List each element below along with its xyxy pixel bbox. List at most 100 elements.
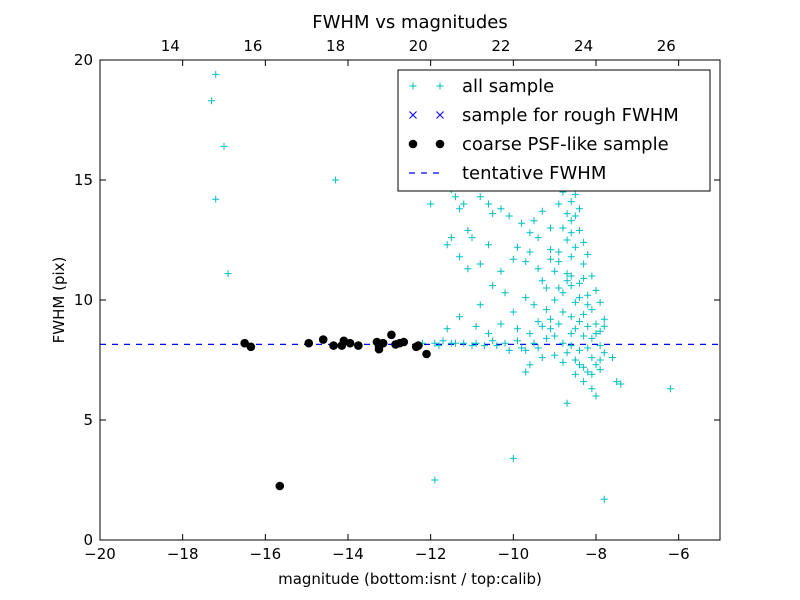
all-sample-point xyxy=(224,270,232,278)
x-tick-label: −10 xyxy=(498,545,530,563)
all-sample-point xyxy=(468,234,476,242)
all-sample-point xyxy=(596,356,604,364)
all-sample-point xyxy=(530,217,538,225)
all-sample-point xyxy=(534,265,542,273)
all-sample-point xyxy=(563,210,571,218)
all-sample-point xyxy=(600,322,608,330)
coarse-sample-point xyxy=(304,338,314,348)
all-sample-point xyxy=(592,330,600,338)
all-sample-point xyxy=(563,349,571,357)
all-sample-point xyxy=(476,193,484,201)
all-sample-point xyxy=(526,248,534,256)
all-sample-point xyxy=(427,200,435,208)
all-sample-point xyxy=(547,315,555,323)
all-sample-point xyxy=(542,284,550,292)
x-tick-label: −12 xyxy=(415,545,447,563)
all-sample-point xyxy=(464,265,472,273)
all-sample-point xyxy=(493,342,501,350)
all-sample-point xyxy=(580,274,588,282)
all-sample-point xyxy=(559,358,567,366)
all-sample-point xyxy=(592,320,600,328)
all-sample-point xyxy=(617,380,625,388)
all-sample-point xyxy=(580,238,588,246)
all-sample-point xyxy=(551,351,559,359)
all-sample-point xyxy=(563,399,571,407)
all-sample-point xyxy=(559,289,567,297)
all-sample-point xyxy=(485,241,493,249)
all-sample-point xyxy=(575,226,583,234)
all-sample-point xyxy=(559,308,567,316)
all-sample-point xyxy=(584,344,592,352)
all-sample-point xyxy=(513,325,521,333)
all-sample-point xyxy=(588,306,596,314)
all-sample-point xyxy=(555,200,563,208)
all-sample-point xyxy=(443,241,451,249)
all-sample-point xyxy=(580,310,588,318)
all-sample-point xyxy=(600,495,608,503)
all-sample-point xyxy=(538,354,546,362)
all-sample-point xyxy=(571,243,579,251)
all-sample-point xyxy=(522,294,530,302)
all-sample-point xyxy=(522,346,530,354)
top-x-tick-label: 20 xyxy=(409,37,428,55)
plot-area xyxy=(100,70,720,503)
y-tick-label: 5 xyxy=(83,411,93,429)
all-sample-point xyxy=(580,378,588,386)
all-sample-point xyxy=(596,366,604,374)
all-sample-point xyxy=(580,260,588,268)
legend-plus-marker xyxy=(409,82,417,90)
all-sample-point xyxy=(518,219,526,227)
all-sample-point xyxy=(489,210,497,218)
all-sample-point xyxy=(584,291,592,299)
y-tick-label: 10 xyxy=(74,291,93,309)
chart-title: FWHM vs magnitudes xyxy=(312,12,507,33)
all-sample-point xyxy=(571,298,579,306)
all-sample-point xyxy=(600,349,608,357)
all-sample-point xyxy=(497,267,505,275)
all-sample-point xyxy=(439,337,447,345)
all-sample-point xyxy=(526,229,534,237)
all-sample-point xyxy=(588,385,596,393)
legend-plus-marker xyxy=(436,82,444,90)
all-sample-point xyxy=(555,258,563,266)
all-sample-point xyxy=(547,246,555,254)
all-sample-point xyxy=(212,70,220,78)
all-sample-point xyxy=(592,286,600,294)
all-sample-point xyxy=(505,346,513,354)
all-sample-point xyxy=(567,272,575,280)
all-sample-point xyxy=(609,354,617,362)
all-sample-point xyxy=(666,385,674,393)
all-sample-point xyxy=(464,226,472,234)
legend-dot-marker xyxy=(435,139,445,149)
all-sample-point xyxy=(522,368,530,376)
all-sample-point xyxy=(456,205,464,213)
coarse-sample-point xyxy=(413,341,423,350)
all-sample-point xyxy=(592,392,600,400)
all-sample-point xyxy=(332,176,340,184)
all-sample-point xyxy=(567,217,575,225)
all-sample-point xyxy=(571,325,579,333)
all-sample-point xyxy=(563,277,571,285)
all-sample-point xyxy=(596,298,604,306)
x-tick-label: −20 xyxy=(84,545,116,563)
legend-item: sample for rough FWHM xyxy=(409,105,679,126)
legend-item: all sample xyxy=(409,76,554,97)
all-sample-point xyxy=(588,272,596,280)
all-sample-point xyxy=(571,370,579,378)
top-x-tick-label: 18 xyxy=(326,37,345,55)
x-tick-label: −18 xyxy=(167,545,199,563)
all-sample-point xyxy=(431,476,439,484)
all-sample-point xyxy=(584,368,592,376)
all-sample-point xyxy=(505,212,513,220)
all-sample-point xyxy=(567,330,575,338)
y-tick-label: 0 xyxy=(83,531,93,549)
coarse-sample-point xyxy=(399,337,409,347)
all-sample-point xyxy=(530,301,538,309)
all-sample-point xyxy=(551,267,559,275)
all-sample-point xyxy=(451,193,459,201)
top-x-tick-label: 22 xyxy=(491,37,510,55)
y-tick-label: 15 xyxy=(74,171,93,189)
x-tick-label: −14 xyxy=(332,545,364,563)
coarse-sample-point xyxy=(329,341,338,350)
